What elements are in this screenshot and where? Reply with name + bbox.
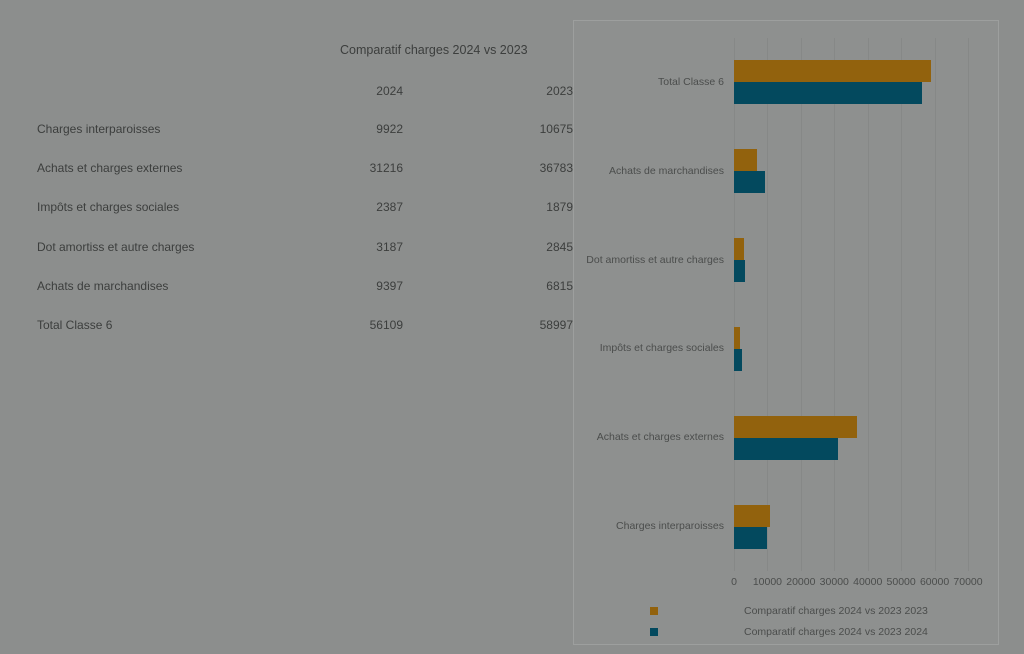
chart-gridline	[734, 38, 735, 571]
table-header-row: 2024 2023	[0, 84, 600, 100]
row-label-cell[interactable]: Total Classe 6	[37, 318, 113, 332]
x-axis-tick-label: 50000	[886, 576, 916, 588]
value-cell-2024[interactable]: 56109	[369, 318, 403, 332]
value-cell-2023[interactable]: 10675	[539, 122, 573, 136]
table-row: Total Classe 6 56109 58997	[0, 318, 600, 334]
chart-gridline	[934, 38, 936, 571]
row-label-cell[interactable]: Dot amortiss et autre charges	[37, 239, 195, 254]
value-cell-2023[interactable]: 36783	[539, 161, 573, 176]
bar-2023[interactable]	[734, 149, 757, 172]
bar-2023[interactable]	[734, 326, 741, 349]
value-cell-2024[interactable]: 3187	[376, 239, 403, 254]
category-axis-label: Impôts et charges sociales	[599, 342, 724, 355]
table-row: Dot amortiss et autre charges 3187 2845	[0, 240, 600, 256]
category-axis-label: Achats de marchandises	[609, 164, 724, 177]
row-label-cell[interactable]: Charges interparoisses	[37, 122, 161, 136]
bar-2024[interactable]	[734, 348, 742, 371]
value-cell-2024[interactable]: 31216	[369, 161, 403, 176]
bar-2023[interactable]	[734, 60, 932, 83]
legend-label-2023[interactable]: Comparatif charges 2024 vs 2023 2023	[744, 604, 928, 617]
legend-marker-2023-icon[interactable]	[650, 607, 658, 615]
bar-2024[interactable]	[734, 437, 839, 460]
row-label-cell[interactable]: Achats de marchandises	[37, 278, 169, 293]
category-axis-label: Total Classe 6	[658, 75, 724, 88]
chart-gridline	[968, 38, 969, 571]
x-axis-tick-label: 20000	[786, 576, 816, 588]
x-axis-tick-label: 0	[731, 576, 737, 588]
bar-2024[interactable]	[734, 526, 768, 549]
row-label-cell[interactable]: Impôts et charges sociales	[37, 200, 180, 215]
x-axis-tick-label: 10000	[752, 576, 783, 588]
value-cell-2024[interactable]: 9397	[376, 278, 403, 293]
bar-2024[interactable]	[734, 171, 766, 194]
chart-gridline	[800, 38, 802, 571]
bar-2024[interactable]	[734, 260, 745, 283]
value-cell-2023[interactable]: 2845	[546, 239, 573, 254]
table-row: Charges interparoisses 9922 10675	[0, 122, 600, 138]
value-cell-2024[interactable]: 9922	[376, 122, 403, 136]
x-axis-tick-label: 70000	[953, 576, 983, 588]
chart-gridline	[901, 38, 903, 571]
value-cell-2023[interactable]: 6815	[546, 278, 573, 293]
chart-gridline	[834, 38, 836, 571]
value-cell-2023[interactable]: 1879	[546, 200, 573, 215]
bar-chart-panel[interactable]: Total Classe 6 Achats de marchandises Dot …	[573, 20, 999, 645]
value-cell-2023[interactable]: 58997	[539, 318, 573, 332]
bar-2023[interactable]	[734, 504, 770, 527]
table-row: Achats et charges externes 31216 36783	[0, 161, 600, 177]
chart-gridline	[767, 38, 769, 571]
legend-marker-2024-icon[interactable]	[650, 628, 658, 636]
row-label-cell[interactable]: Achats et charges externes	[37, 161, 183, 176]
table-row: Impôts et charges sociales 2387 1879	[0, 200, 600, 216]
legend-label-2024[interactable]: Comparatif charges 2024 vs 2023 2024	[744, 625, 928, 638]
value-cell-2024[interactable]: 2387	[376, 200, 403, 215]
bar-2023[interactable]	[734, 238, 744, 261]
category-axis-label: Charges interparoisses	[616, 520, 724, 533]
x-axis-tick-label: 60000	[919, 576, 950, 588]
table-row: Achats de marchandises 9397 6815	[0, 279, 600, 295]
column-header-2023[interactable]: 2023	[546, 84, 573, 98]
x-axis-tick-label: 30000	[819, 576, 849, 588]
chart-gridline	[867, 38, 869, 571]
bar-2023[interactable]	[734, 415, 857, 438]
category-axis-label: Dot amortiss et autre charges	[586, 253, 724, 266]
table-title[interactable]: Comparatif charges 2024 vs 2023	[340, 43, 528, 57]
bar-2024[interactable]	[734, 82, 922, 105]
x-axis-tick-label: 40000	[853, 576, 883, 588]
category-axis-label: Achats et charges externes	[596, 431, 724, 444]
column-header-2024[interactable]: 2024	[376, 84, 403, 98]
